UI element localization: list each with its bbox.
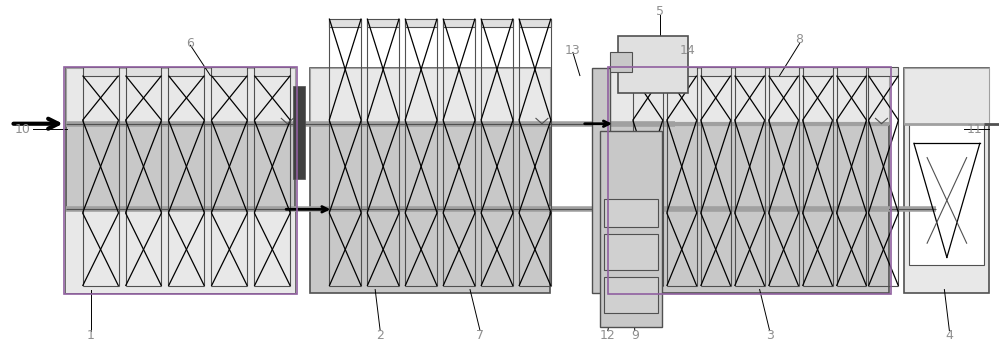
Bar [769, 67, 799, 76]
Bar [592, 68, 610, 293]
Bar [168, 67, 204, 76]
Bar [367, 19, 399, 28]
Bar [633, 67, 663, 76]
Bar [837, 67, 866, 76]
Bar [83, 67, 119, 76]
Bar [405, 19, 437, 28]
Bar [443, 19, 475, 28]
Text: 1: 1 [87, 329, 95, 342]
Bar [904, 68, 989, 124]
Bar [701, 67, 731, 76]
Bar [618, 37, 688, 93]
Text: 9: 9 [631, 329, 639, 342]
Bar [608, 67, 891, 294]
Bar [735, 67, 765, 76]
Text: 2: 2 [376, 329, 384, 342]
Bar [519, 19, 551, 28]
Text: 11: 11 [966, 122, 982, 136]
Bar [310, 68, 550, 124]
Bar [610, 68, 889, 124]
Bar [293, 86, 305, 179]
Bar [481, 19, 513, 28]
Bar [604, 199, 658, 227]
Bar [64, 67, 297, 294]
Bar [310, 68, 550, 293]
Bar [868, 67, 898, 76]
Bar [329, 19, 361, 28]
Text: 7: 7 [476, 329, 484, 342]
Bar [66, 68, 295, 124]
Text: 14: 14 [680, 44, 696, 57]
Bar [904, 68, 989, 293]
Text: 8: 8 [796, 33, 804, 47]
Text: 12: 12 [600, 329, 616, 342]
Bar [66, 68, 295, 293]
Bar [126, 67, 161, 76]
Bar [610, 68, 889, 293]
Text: 6: 6 [186, 37, 194, 50]
Bar [66, 209, 295, 293]
Bar [667, 67, 697, 76]
Bar [604, 234, 658, 270]
Text: 13: 13 [565, 44, 581, 57]
Bar [803, 67, 833, 76]
Text: 5: 5 [656, 5, 664, 18]
Bar [610, 52, 632, 72]
Bar [600, 131, 662, 327]
Text: 10: 10 [15, 122, 31, 136]
Bar [909, 86, 984, 265]
Text: 4: 4 [945, 329, 953, 342]
Bar [254, 67, 290, 76]
Text: 3: 3 [766, 329, 774, 342]
Bar [604, 277, 658, 313]
Bar [211, 67, 247, 76]
